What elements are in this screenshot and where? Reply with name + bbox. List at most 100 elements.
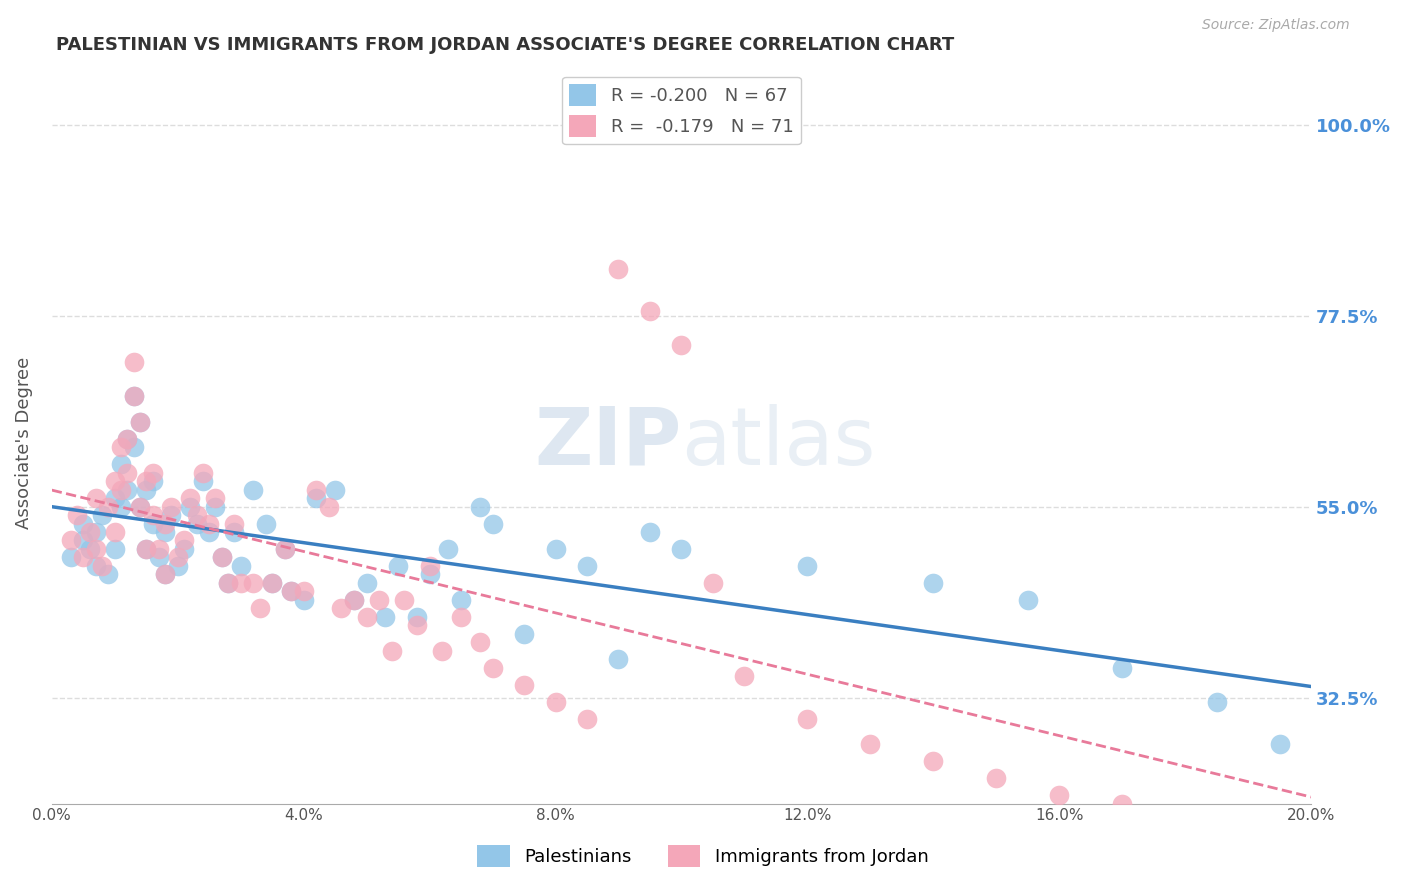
Point bbox=[249, 601, 271, 615]
Point bbox=[671, 338, 693, 352]
Point bbox=[122, 440, 145, 454]
Point bbox=[84, 541, 107, 556]
Point bbox=[110, 457, 132, 471]
Point bbox=[191, 474, 214, 488]
Point bbox=[318, 500, 340, 514]
Point bbox=[262, 576, 284, 591]
Point bbox=[796, 712, 818, 726]
Point bbox=[702, 576, 724, 591]
Point bbox=[135, 541, 157, 556]
Point bbox=[224, 516, 246, 531]
Point bbox=[191, 466, 214, 480]
Point bbox=[450, 610, 472, 624]
Point bbox=[450, 593, 472, 607]
Point bbox=[292, 584, 315, 599]
Point bbox=[544, 541, 567, 556]
Point bbox=[1017, 593, 1039, 607]
Point bbox=[638, 304, 661, 318]
Point bbox=[513, 678, 536, 692]
Point bbox=[166, 558, 188, 573]
Point bbox=[481, 516, 503, 531]
Point bbox=[59, 533, 82, 548]
Point bbox=[343, 593, 366, 607]
Point bbox=[117, 483, 139, 497]
Point bbox=[217, 576, 239, 591]
Point bbox=[986, 771, 1008, 785]
Point bbox=[153, 524, 176, 539]
Point bbox=[104, 491, 127, 505]
Point bbox=[198, 516, 221, 531]
Point bbox=[1111, 797, 1133, 811]
Point bbox=[280, 584, 302, 599]
Point bbox=[104, 474, 127, 488]
Point bbox=[217, 576, 239, 591]
Point bbox=[544, 695, 567, 709]
Legend: Palestinians, Immigrants from Jordan: Palestinians, Immigrants from Jordan bbox=[470, 838, 936, 874]
Point bbox=[356, 610, 378, 624]
Point bbox=[91, 558, 114, 573]
Point bbox=[173, 533, 195, 548]
Point bbox=[72, 533, 94, 548]
Point bbox=[305, 491, 328, 505]
Point bbox=[72, 516, 94, 531]
Point bbox=[468, 635, 491, 649]
Point bbox=[381, 644, 404, 658]
Point bbox=[66, 508, 89, 522]
Point bbox=[129, 500, 152, 514]
Point bbox=[141, 474, 163, 488]
Y-axis label: Associate's Degree: Associate's Degree bbox=[15, 357, 32, 529]
Point bbox=[468, 500, 491, 514]
Point bbox=[368, 593, 391, 607]
Text: PALESTINIAN VS IMMIGRANTS FROM JORDAN ASSOCIATE'S DEGREE CORRELATION CHART: PALESTINIAN VS IMMIGRANTS FROM JORDAN AS… bbox=[56, 36, 955, 54]
Point bbox=[72, 550, 94, 565]
Point bbox=[343, 593, 366, 607]
Point bbox=[1268, 737, 1291, 751]
Point bbox=[1205, 695, 1227, 709]
Point bbox=[179, 500, 201, 514]
Point bbox=[922, 576, 945, 591]
Point bbox=[110, 483, 132, 497]
Point bbox=[274, 541, 297, 556]
Point bbox=[135, 483, 157, 497]
Point bbox=[79, 541, 101, 556]
Point bbox=[110, 500, 132, 514]
Point bbox=[79, 524, 101, 539]
Point bbox=[129, 415, 152, 429]
Point bbox=[141, 466, 163, 480]
Point bbox=[122, 389, 145, 403]
Point bbox=[607, 652, 630, 666]
Point bbox=[254, 516, 277, 531]
Point bbox=[153, 567, 176, 582]
Point bbox=[671, 541, 693, 556]
Point bbox=[186, 508, 208, 522]
Point bbox=[166, 550, 188, 565]
Point bbox=[1111, 661, 1133, 675]
Point bbox=[141, 516, 163, 531]
Point bbox=[148, 541, 170, 556]
Point bbox=[859, 737, 882, 751]
Point bbox=[575, 558, 598, 573]
Point bbox=[323, 483, 346, 497]
Point bbox=[394, 593, 416, 607]
Point bbox=[229, 558, 252, 573]
Point bbox=[922, 754, 945, 768]
Point bbox=[356, 576, 378, 591]
Point bbox=[481, 661, 503, 675]
Point bbox=[135, 541, 157, 556]
Point bbox=[229, 576, 252, 591]
Point bbox=[406, 610, 429, 624]
Point bbox=[513, 627, 536, 641]
Point bbox=[84, 558, 107, 573]
Point bbox=[97, 567, 120, 582]
Point bbox=[406, 618, 429, 632]
Point bbox=[160, 500, 183, 514]
Point bbox=[224, 524, 246, 539]
Point bbox=[242, 483, 264, 497]
Text: ZIP: ZIP bbox=[534, 404, 682, 482]
Point bbox=[638, 524, 661, 539]
Point bbox=[141, 508, 163, 522]
Point bbox=[211, 550, 233, 565]
Point bbox=[330, 601, 353, 615]
Point bbox=[796, 558, 818, 573]
Point bbox=[204, 500, 226, 514]
